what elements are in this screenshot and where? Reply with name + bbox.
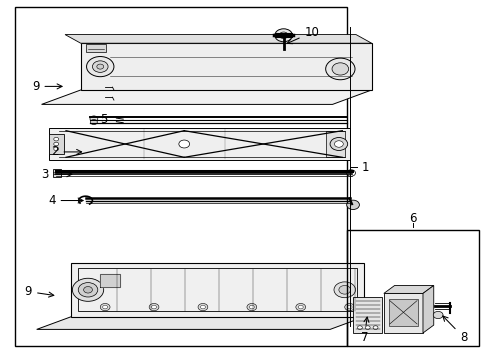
Polygon shape [41, 90, 371, 104]
Polygon shape [65, 35, 371, 43]
Polygon shape [100, 274, 120, 287]
Text: 4: 4 [48, 194, 83, 207]
Circle shape [432, 311, 442, 319]
Bar [78, 268, 356, 311]
Circle shape [331, 63, 348, 75]
Circle shape [78, 283, 98, 297]
Circle shape [90, 120, 97, 125]
Polygon shape [422, 285, 433, 333]
Circle shape [295, 303, 305, 311]
Text: 9: 9 [32, 80, 62, 93]
Text: 8: 8 [442, 316, 467, 344]
Circle shape [333, 282, 355, 298]
Circle shape [54, 147, 59, 150]
Text: 3: 3 [41, 168, 72, 181]
Circle shape [325, 58, 354, 80]
Circle shape [54, 142, 59, 146]
Circle shape [365, 326, 369, 329]
Text: 10: 10 [286, 26, 319, 44]
Circle shape [149, 303, 159, 311]
Circle shape [102, 305, 107, 309]
Circle shape [246, 303, 256, 311]
Polygon shape [71, 263, 364, 317]
Circle shape [338, 285, 350, 294]
Bar [346, 230, 478, 346]
Bar [85, 44, 106, 51]
Circle shape [151, 305, 156, 309]
Text: 7: 7 [360, 317, 368, 344]
Circle shape [357, 326, 362, 329]
Circle shape [346, 305, 351, 309]
Polygon shape [81, 43, 371, 90]
Circle shape [100, 303, 110, 311]
Polygon shape [383, 285, 433, 293]
Circle shape [298, 305, 303, 309]
Circle shape [372, 326, 377, 329]
Bar [388, 299, 417, 326]
Circle shape [198, 303, 207, 311]
Text: 5: 5 [100, 113, 107, 126]
Circle shape [334, 141, 343, 147]
Circle shape [346, 200, 359, 210]
Circle shape [179, 140, 189, 148]
Circle shape [90, 116, 98, 122]
Bar [53, 169, 61, 177]
Circle shape [200, 305, 205, 309]
Circle shape [274, 29, 292, 42]
Circle shape [86, 57, 114, 77]
Bar [49, 134, 63, 154]
Bar [383, 293, 422, 333]
Bar [15, 7, 346, 346]
Bar [49, 128, 349, 160]
Circle shape [54, 137, 59, 141]
Text: 1: 1 [361, 161, 369, 174]
Text: 2: 2 [51, 145, 81, 158]
Circle shape [329, 138, 347, 150]
Bar [352, 297, 382, 333]
Circle shape [249, 305, 254, 309]
Text: 6: 6 [408, 212, 416, 225]
Polygon shape [37, 317, 364, 329]
Circle shape [92, 61, 108, 72]
Circle shape [344, 303, 354, 311]
Circle shape [83, 287, 92, 293]
Circle shape [346, 170, 355, 176]
Circle shape [279, 32, 287, 39]
Bar [325, 131, 344, 157]
Circle shape [72, 278, 103, 301]
Circle shape [97, 64, 103, 69]
Text: 9: 9 [24, 285, 54, 298]
